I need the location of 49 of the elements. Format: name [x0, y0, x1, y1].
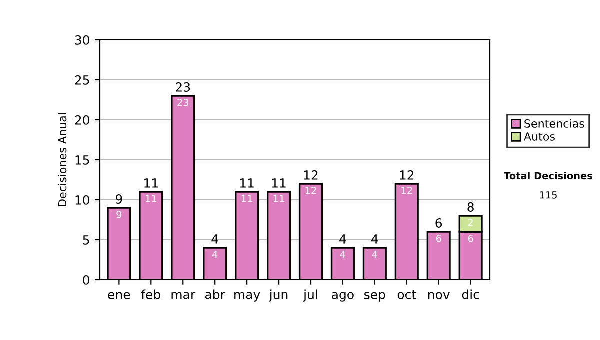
text: 115: [540, 192, 557, 199]
data-label: 4: [340, 251, 346, 258]
total-label: 12: [304, 170, 318, 180]
x-tick-label: mar: [172, 292, 196, 300]
data-label: 11: [274, 195, 284, 202]
data-label: 12: [402, 186, 412, 194]
data-label: 12: [306, 186, 316, 194]
legend-label: Sentencias: [524, 119, 584, 128]
total-label: 23: [176, 82, 190, 92]
total-label: 9: [116, 194, 122, 204]
total-label: 8: [468, 202, 474, 212]
data-label: 4: [212, 251, 218, 258]
x-tick-label: ene: [108, 292, 130, 300]
y-tick-label: 15: [76, 156, 90, 165]
data-label: 23: [178, 98, 189, 106]
text: Total Decisiones: [504, 172, 592, 180]
data-label: 6: [436, 234, 442, 242]
data-label: 11: [242, 195, 252, 202]
x-tick-label: jun: [269, 290, 288, 302]
data-label: 2: [468, 218, 473, 226]
total-label: 4: [212, 234, 218, 244]
x-tick-label: may: [234, 292, 260, 302]
x-tick-label: sep: [364, 292, 386, 302]
total-label: 12: [400, 170, 414, 180]
total-label: 4: [340, 234, 346, 244]
y-tick-label: 30: [75, 35, 90, 45]
x-tick-label: feb: [141, 290, 160, 300]
x-tick-label: oct: [398, 290, 416, 300]
y-tick-label: 20: [75, 115, 90, 125]
y-tick-label: 10: [76, 195, 90, 205]
x-tick-label: abr: [205, 290, 226, 300]
total-label: 6: [436, 218, 442, 228]
x-tick-label: ago: [332, 292, 354, 302]
data-label: 6: [468, 234, 474, 242]
total-label: 11: [272, 178, 286, 188]
y-tick-label: 25: [75, 75, 90, 85]
legend-label: Autos: [524, 132, 555, 141]
y-tick-label: 5: [83, 236, 90, 245]
x-tick-label: nov: [428, 292, 450, 300]
total-label: 4: [372, 234, 378, 244]
y-axis-title: Decisiones Anual: [58, 114, 67, 206]
data-label: 9: [116, 210, 122, 218]
x-tick-label: dic: [462, 290, 480, 300]
x-tick-label: jul: [303, 290, 318, 302]
total-label: 11: [240, 178, 254, 188]
data-label: 4: [372, 251, 378, 258]
y-tick-label: 0: [83, 275, 90, 285]
total-label: 11: [144, 178, 158, 188]
data-label: 11: [146, 195, 156, 202]
